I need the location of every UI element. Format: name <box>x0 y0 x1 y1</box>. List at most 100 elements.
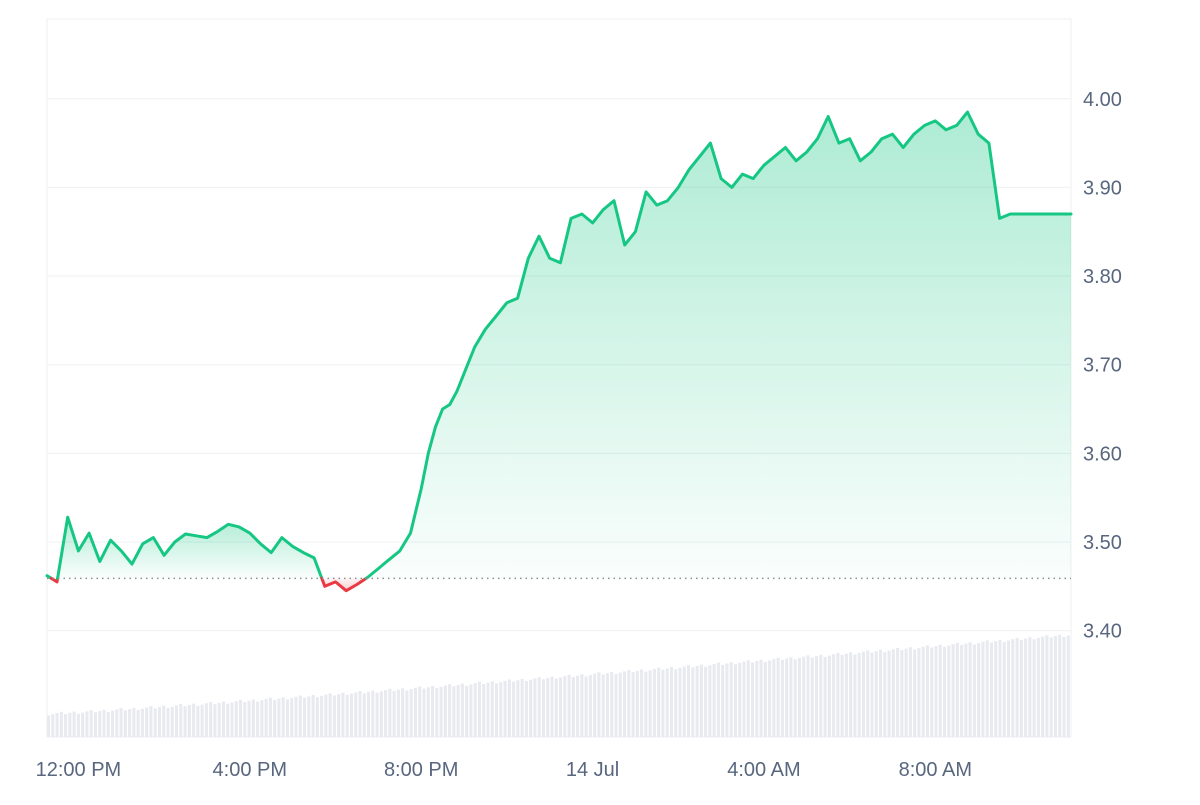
volume-bar <box>793 659 797 737</box>
volume-bar <box>149 706 153 737</box>
volume-bar <box>755 661 759 737</box>
volume-bar <box>716 662 720 737</box>
volume-bar <box>840 655 844 737</box>
volume-bar <box>418 686 422 737</box>
volume-bar <box>162 705 166 737</box>
volume-bar <box>605 673 609 737</box>
volume-bar <box>260 700 264 737</box>
volume-bar <box>64 714 68 737</box>
volume-bar <box>674 669 678 737</box>
volume-bar <box>93 712 97 737</box>
volume-bar <box>908 647 912 737</box>
volume-bar <box>136 710 140 737</box>
volume-bar <box>712 664 716 737</box>
x-tick-label: 4:00 PM <box>213 759 287 781</box>
volume-bar <box>1049 637 1053 737</box>
volume-bar <box>559 677 563 737</box>
volume-bar <box>874 651 878 737</box>
volume-bar <box>669 667 673 737</box>
volume-bar <box>994 641 998 737</box>
volume-bar <box>695 665 699 737</box>
volume-bar <box>746 660 750 737</box>
volume-bar <box>699 664 703 737</box>
volume-bar <box>435 688 439 737</box>
volume-bar <box>588 675 592 737</box>
volume-bar <box>170 706 174 737</box>
volume-bar <box>290 698 294 737</box>
volume-bar <box>495 683 499 737</box>
volume-bar <box>512 681 516 737</box>
volume-bar <box>981 641 985 737</box>
x-tick-label: 12:00 PM <box>36 759 122 781</box>
volume-bar <box>627 669 631 737</box>
volume-bar <box>1032 639 1036 737</box>
volume-bar <box>1002 641 1006 737</box>
volume-bar <box>422 688 426 737</box>
volume-bar <box>349 693 353 737</box>
volume-bar <box>652 668 656 737</box>
volume-bar <box>153 708 157 737</box>
volume-bar <box>448 684 452 737</box>
x-axis-ticks: 12:00 PM 4:00 PM 8:00 PM 14 Jul 4:00 AM 8:00 … <box>36 759 972 781</box>
volume-bar <box>503 680 507 737</box>
volume-bar <box>925 645 929 737</box>
volume-bar <box>102 709 106 737</box>
volume-bar <box>367 691 371 737</box>
volume-bar <box>128 709 132 737</box>
volume-bar <box>499 682 503 737</box>
volume-bar <box>273 699 277 737</box>
volume-bar <box>678 667 682 737</box>
volume-bar <box>879 649 883 737</box>
volume-bar <box>51 714 55 737</box>
volume-bar <box>827 655 831 737</box>
volume-bar <box>844 653 848 737</box>
volume-bar <box>375 692 379 737</box>
volume-bar <box>354 692 358 737</box>
volume-bar <box>644 671 648 737</box>
volume-bar <box>759 659 763 737</box>
volume-bar <box>179 704 183 737</box>
volume-bar <box>175 705 179 737</box>
volume-bar <box>68 712 72 737</box>
volume-bar <box>388 688 392 737</box>
volume-bar <box>132 707 136 737</box>
volume-bar <box>870 652 874 737</box>
volume-bar <box>234 701 238 737</box>
volume-bar <box>780 659 784 737</box>
volume-bar <box>384 690 388 737</box>
volume-bar <box>264 699 268 737</box>
volume-bar <box>47 715 51 737</box>
volume-bar <box>776 657 780 737</box>
volume-bar <box>371 690 375 737</box>
volume-bar <box>682 666 686 737</box>
volume-bar <box>324 694 328 737</box>
volume-bar <box>217 702 221 737</box>
y-tick-label: 3.60 <box>1083 443 1122 465</box>
volume-bar <box>379 691 383 737</box>
volume-bar <box>896 647 900 737</box>
volume-bar <box>1019 639 1023 737</box>
volume-bar <box>490 681 494 737</box>
volume-bar <box>76 713 80 737</box>
volume-bar <box>81 712 85 737</box>
volume-bar <box>465 685 469 737</box>
volume-bar <box>307 696 311 737</box>
volume-bar <box>810 657 814 737</box>
volume-bar <box>691 667 695 737</box>
volume-bar <box>721 664 725 737</box>
volume-bar <box>294 696 298 737</box>
volume-bar <box>456 684 460 737</box>
volume-bar <box>119 708 123 737</box>
volume-bar <box>729 662 733 737</box>
volume-bar <box>661 669 665 737</box>
volume-bar <box>221 701 225 737</box>
volume-bar <box>226 703 230 737</box>
volume-bar <box>1024 638 1028 737</box>
volume-bar <box>200 704 204 737</box>
volume-bar <box>1045 635 1049 737</box>
volume-bar <box>72 711 76 737</box>
volume-bar <box>960 645 964 737</box>
volume-bar <box>482 684 486 737</box>
volume-bar <box>396 689 400 737</box>
volume-bar <box>623 671 627 737</box>
